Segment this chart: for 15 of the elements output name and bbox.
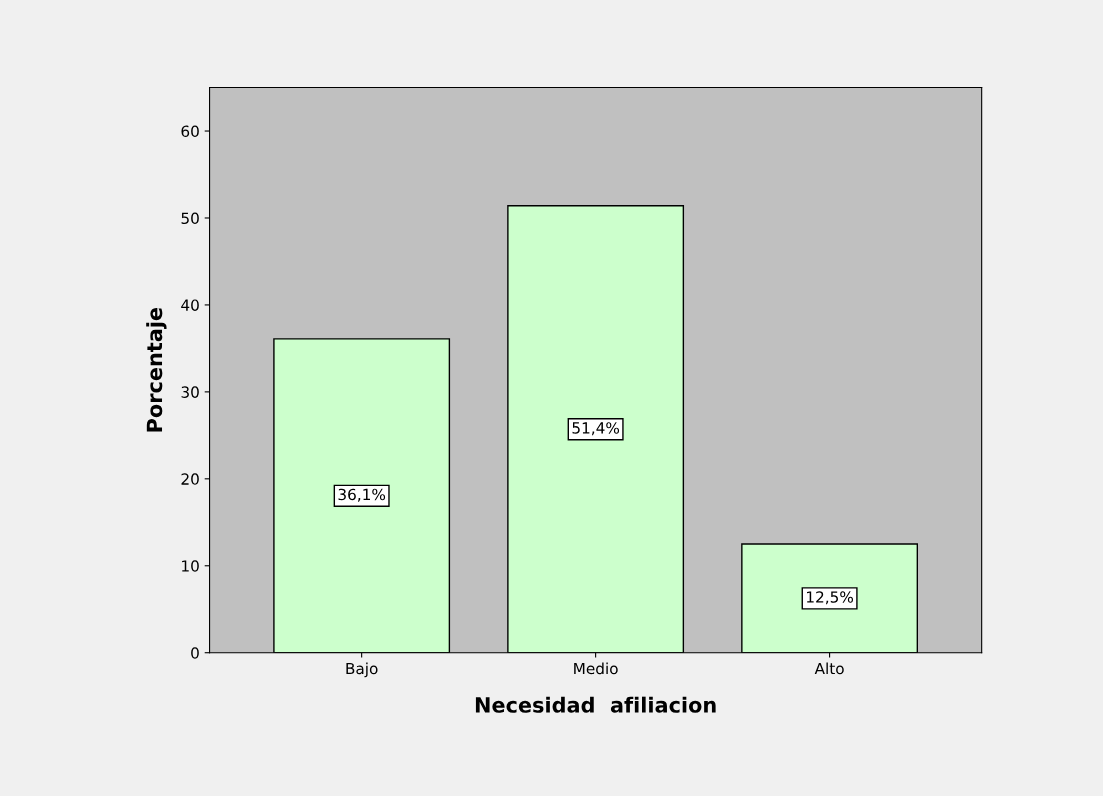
y-tick-label: 0 [191, 647, 199, 659]
x-axis-title: Necesidad afiliacion [475, 696, 716, 713]
data-label: 12,5% [807, 591, 854, 605]
x-tick-label: Bajo [346, 662, 378, 678]
data-label: 51,4% [572, 422, 620, 436]
x-tick-label: Medio [574, 662, 618, 675]
y-tick-label: 10 [182, 560, 199, 572]
y-axis-title: Porcentaje [146, 307, 167, 432]
data-label: 36,1% [338, 488, 386, 502]
y-tick-label: 20 [181, 473, 199, 485]
x-tick-label: Alto [814, 662, 844, 675]
y-tick-label: 50 [181, 212, 199, 224]
y-tick-label: 40 [181, 299, 199, 311]
y-tick-label: 30 [181, 386, 199, 398]
y-tick-label: 60 [181, 125, 199, 138]
